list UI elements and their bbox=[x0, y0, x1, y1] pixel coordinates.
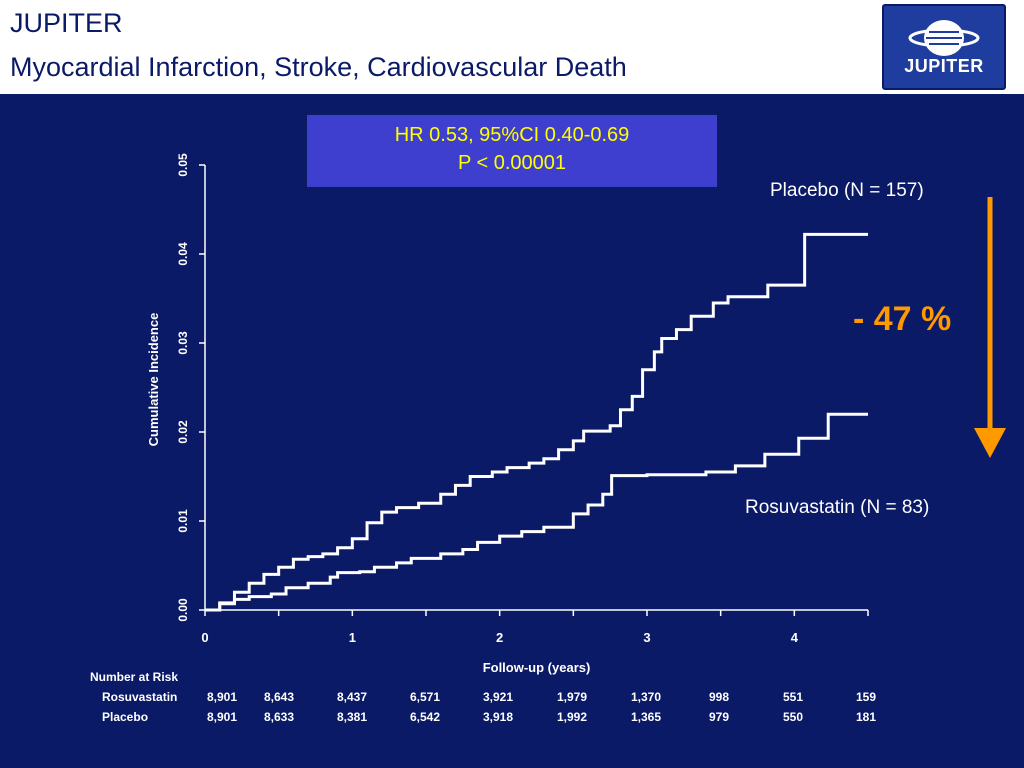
x-tick-label: 4 bbox=[791, 630, 799, 645]
risk-cell: 8,381 bbox=[336, 710, 368, 724]
risk-row-label: Rosuvastatin bbox=[102, 690, 178, 704]
risk-cell: 181 bbox=[855, 710, 877, 724]
y-tick-label: 0.00 bbox=[176, 598, 190, 622]
y-tick-label: 0.04 bbox=[176, 242, 190, 266]
logo-text: JUPITER bbox=[904, 56, 984, 76]
planet-icon bbox=[908, 20, 980, 56]
chart-lines bbox=[205, 232, 868, 612]
risk-cell: 8,437 bbox=[336, 690, 368, 704]
x-axis-label: Follow-up (years) bbox=[483, 660, 591, 675]
slide-title: JUPITER bbox=[10, 8, 123, 38]
hazard-ratio-text: HR 0.53, 95%CI 0.40-0.69 bbox=[394, 124, 630, 146]
risk-cell: 3,918 bbox=[482, 710, 514, 724]
x-tick-label: 1 bbox=[349, 630, 356, 645]
slide-subtitle: Myocardial Infarction, Stroke, Cardiovas… bbox=[10, 52, 627, 82]
risk-cell: 998 bbox=[708, 690, 730, 704]
risk-cell: 8,643 bbox=[263, 690, 295, 704]
risk-cell: 1,370 bbox=[630, 690, 662, 704]
reduction-arrow-icon bbox=[974, 197, 1006, 458]
series-label-placebo: Placebo (N = 157) bbox=[770, 180, 924, 201]
risk-cell: 1,979 bbox=[556, 690, 588, 704]
placebo-curve bbox=[205, 232, 868, 612]
arrow-head bbox=[974, 428, 1006, 458]
y-tick-label: 0.01 bbox=[176, 509, 190, 533]
risk-row-label: Placebo bbox=[102, 710, 149, 724]
x-tick-label: 2 bbox=[496, 630, 503, 645]
risk-cell: 1,992 bbox=[556, 710, 588, 724]
x-tick-label: 3 bbox=[643, 630, 650, 645]
risk-table-header: Number at Risk bbox=[90, 670, 179, 684]
risk-cell: 8,633 bbox=[263, 710, 295, 724]
risk-cell: 6,571 bbox=[409, 690, 441, 704]
reduction-label: - 47 % bbox=[853, 300, 952, 338]
series-label-rosuvastatin: Rosuvastatin (N = 83) bbox=[745, 497, 930, 518]
p-value-text: P < 0.00001 bbox=[457, 152, 567, 174]
risk-cell: 8,901 bbox=[206, 710, 238, 724]
risk-cell: 3,921 bbox=[482, 690, 514, 704]
risk-cell: 551 bbox=[782, 690, 804, 704]
y-axis-label: Cumulative Incidence bbox=[146, 313, 161, 447]
risk-cell: 550 bbox=[782, 710, 804, 724]
y-tick-label: 0.05 bbox=[176, 153, 190, 177]
risk-cell: 159 bbox=[855, 690, 877, 704]
risk-cell: 6,542 bbox=[409, 710, 441, 724]
risk-cell: 1,365 bbox=[630, 710, 662, 724]
risk-cell: 979 bbox=[708, 710, 730, 724]
rosuvastatin-curve bbox=[205, 412, 868, 612]
jupiter-logo: JUPITER bbox=[882, 4, 1006, 90]
risk-cell: 8,901 bbox=[206, 690, 238, 704]
hazard-ratio-box: HR 0.53, 95%CI 0.40-0.69 P < 0.00001 bbox=[307, 115, 717, 187]
x-tick-label: 0 bbox=[201, 630, 208, 645]
header-bar: JUPITER Myocardial Infarction, Stroke, C… bbox=[0, 0, 1024, 96]
y-tick-label: 0.02 bbox=[176, 420, 190, 444]
chart-axes: 0.00 0.01 0.02 0.03 0.04 0.05 0 1 2 3 4 Cumulative … bbox=[146, 153, 869, 675]
y-tick-label: 0.03 bbox=[176, 331, 190, 355]
